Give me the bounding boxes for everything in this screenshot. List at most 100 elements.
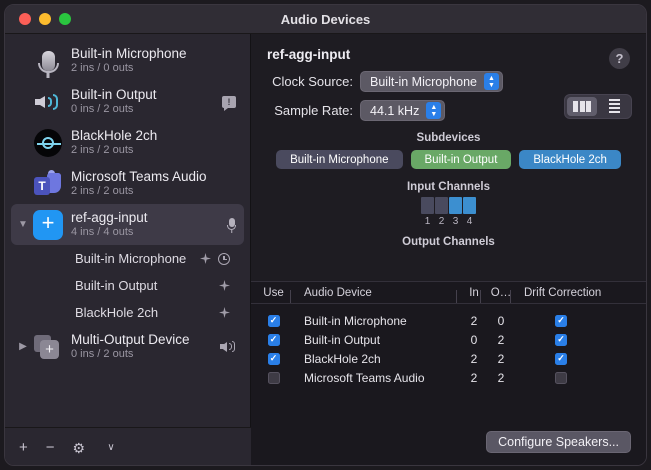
sidebar-item-multi-output-device[interactable]: ▶ + Multi-Output Device 0 ins / 2 outs [11,326,244,367]
use-checkbox-cell: ✓ [251,333,296,346]
minimize-button[interactable] [39,13,51,25]
column-header-drift-correction: Drift Correction [509,287,601,303]
sidebar-item-ref-agg-input[interactable]: ▼ + ref-agg-input 4 ins / 4 outs [11,204,244,245]
blackhole-icon [31,126,65,160]
device-name-cell: BlackHole 2ch [304,351,381,366]
sample-rate-select[interactable]: 44.1 kHz ▲ ▼ [360,100,446,121]
help-button[interactable]: ? [609,48,630,69]
device-name: Built-in Output [71,86,157,102]
configure-speakers-button[interactable]: Configure Speakers... [486,431,631,453]
subrow-trailing [219,280,230,291]
channel-number: 4 [466,216,473,227]
sample-rate-label: Sample Rate: [274,103,353,118]
drift-checkbox[interactable]: ✓ [555,352,567,365]
use-checkbox[interactable] [267,371,280,384]
drift-icon [219,280,230,291]
device-labels: BlackHole 2ch 2 ins / 2 outs [71,128,157,157]
gear-icon[interactable]: ⚙ [72,439,86,456]
subdevice-row-built-in-microphone[interactable]: Built-in Microphone [11,245,244,272]
panel-header: ref-agg-input Clock Source: Built-in Mic… [251,34,646,121]
audio-device-table: Use Audio Device In O… Drift Correction … [251,281,646,465]
window-title: Audio Devices [280,11,371,27]
title-bar: Audio Devices [5,5,646,34]
table-row[interactable]: ✓ Built-in Microphone 2 0 ✓ [251,311,646,330]
drift-checkbox-cell: ✓ [516,352,606,365]
channel-number: 3 [452,216,459,227]
use-checkbox[interactable]: ✓ [267,333,280,346]
subdevice-name: Built-in Microphone [75,251,187,266]
speaker-icon [31,85,65,119]
device-io: 2 ins / 0 outs [71,62,134,75]
drift-checkbox[interactable]: ✓ [555,314,567,327]
chevron-updown-icon: ▲ ▼ [484,73,499,90]
subrow-trailing [219,307,230,318]
subdevice-row-blackhole-2ch[interactable]: BlackHole 2ch [11,299,244,326]
sidebar-item-blackhole-2ch[interactable]: BlackHole 2ch 2 ins / 2 outs [11,122,244,163]
drift-checkbox[interactable] [555,371,567,384]
microphone-small-icon [227,217,236,233]
remove-device-button[interactable]: − [45,439,55,456]
out-count-cell: 2 [497,370,505,385]
multi-output-icon: + [31,330,65,364]
device-io: 2 ins / 2 outs [71,144,134,157]
window-controls [19,13,71,25]
subdevice-pill-built-in-output[interactable]: Built-in Output [410,150,512,169]
row-trailing: ! [222,95,236,111]
table-row[interactable]: ✓ Built-in Output 0 2 ✓ [251,330,646,349]
drift-checkbox[interactable]: ✓ [555,333,567,346]
aggregate-device-icon: + [31,208,65,242]
input-channel-blocks [421,197,476,214]
input-channel-block[interactable] [421,197,434,214]
out-count-cell: 2 [497,351,505,366]
subdevice-row-built-in-output[interactable]: Built-in Output [11,272,244,299]
clock-source-value: Built-in Microphone [370,74,477,89]
table-body: ✓ Built-in Microphone 2 0 ✓ ✓ Built- [251,304,646,387]
subdevice-pill-built-in-microphone[interactable]: Built-in Microphone [276,150,403,169]
add-device-button[interactable]: + [19,439,28,456]
out-count-cell: 2 [497,332,505,347]
subdevice-pill-blackhole-2ch[interactable]: BlackHole 2ch [519,150,621,169]
input-channel-block[interactable] [463,197,476,214]
chevron-down-icon[interactable]: ∨ [107,441,115,453]
device-name-cell: Microsoft Teams Audio [304,370,425,385]
device-name: ref-agg-input [71,209,148,225]
chevron-right-icon[interactable]: ▶ [19,341,27,352]
out-count-cell: 0 [497,313,505,328]
close-button[interactable] [19,13,31,25]
input-channels: 1 2 3 4 [251,197,646,227]
device-labels: Built-in Microphone 2 ins / 0 outs [71,46,187,75]
channel-number: 1 [424,216,431,227]
device-labels: ref-agg-input 4 ins / 4 outs [71,210,148,239]
sidebar-item-microsoft-teams-audio[interactable]: T Microsoft Teams Audio 2 ins / 2 outs [11,163,244,204]
in-count-cell: 2 [470,351,478,366]
use-checkbox[interactable]: ✓ [267,352,280,365]
row-trailing [227,217,236,233]
subrow-trailing [200,252,230,265]
table-row[interactable]: Microsoft Teams Audio 2 2 [251,368,646,387]
sidebar-item-built-in-microphone[interactable]: Built-in Microphone 2 ins / 0 outs [11,40,244,81]
device-name: Multi-Output Device [71,331,190,347]
sidebar-item-built-in-output[interactable]: Built-in Output 0 ins / 2 outs ! [11,81,244,122]
columns-view-icon[interactable] [567,97,597,116]
device-name: Built-in Microphone [71,45,187,61]
use-checkbox[interactable]: ✓ [267,314,280,327]
subdevice-pills: Built-in Microphone Built-in Output Blac… [251,150,646,169]
clock-source-select[interactable]: Built-in Microphone ▲ ▼ [360,71,503,92]
input-channel-block[interactable] [449,197,462,214]
sidebar-toolbar: + − ⚙ ∨ [5,427,251,465]
chevron-down-icon[interactable]: ▼ [18,219,28,230]
device-labels: Microsoft Teams Audio 2 ins / 2 outs [71,169,207,198]
device-io: 0 ins / 2 outs [71,103,134,116]
clock-source-row: Clock Source: Built-in Microphone ▲ ▼ [267,71,630,92]
teams-icon: T [31,167,65,201]
table-header: Use Audio Device In O… Drift Correction [251,282,646,304]
column-header-audio-device: Audio Device [290,287,462,303]
input-channel-block[interactable] [435,197,448,214]
device-io: 2 ins / 2 outs [71,185,134,198]
clock-icon [218,252,230,265]
speaker-small-icon [220,340,236,353]
table-row[interactable]: ✓ BlackHole 2ch 2 2 ✓ [251,349,646,368]
channel-number: 2 [438,216,445,227]
rows-view-icon[interactable] [599,97,629,116]
maximize-button[interactable] [59,13,71,25]
